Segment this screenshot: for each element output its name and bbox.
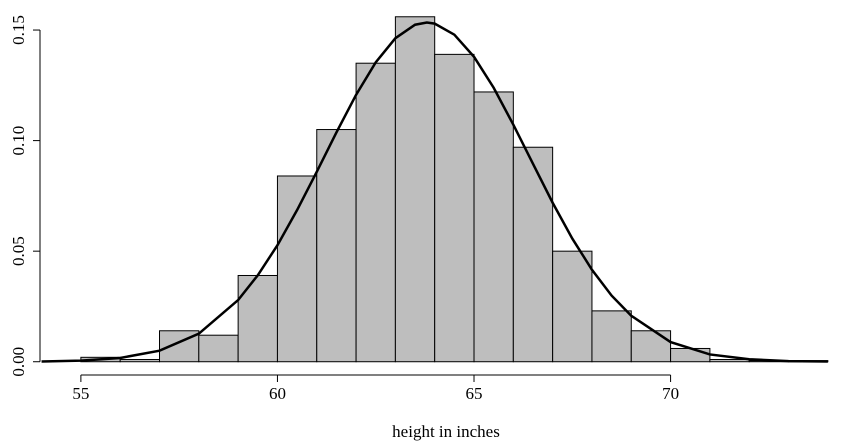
y-tick-label: 0.15 (9, 15, 28, 45)
bar (512, 146, 554, 363)
bar (552, 250, 593, 363)
bar (591, 310, 632, 363)
bar (394, 16, 436, 363)
x-axis-label: height in inches (392, 422, 500, 441)
y-tick-label: 0.10 (9, 126, 28, 156)
bar (276, 175, 318, 363)
bar (355, 62, 396, 363)
bar (630, 330, 672, 363)
bar (119, 359, 161, 363)
bar (316, 129, 357, 363)
bar (670, 347, 711, 363)
x-tick-label: 65 (466, 384, 483, 403)
x-tick-label: 60 (269, 384, 286, 403)
bar (237, 274, 278, 363)
density-curve (41, 21, 828, 363)
bar (198, 334, 239, 363)
y-tick-label: 0.00 (9, 347, 28, 377)
bar (473, 91, 514, 363)
bar (709, 359, 750, 363)
bar (434, 53, 475, 363)
y-tick-label: 0.05 (9, 236, 28, 266)
x-tick-label: 70 (662, 384, 679, 403)
x-tick-label: 55 (72, 384, 89, 403)
